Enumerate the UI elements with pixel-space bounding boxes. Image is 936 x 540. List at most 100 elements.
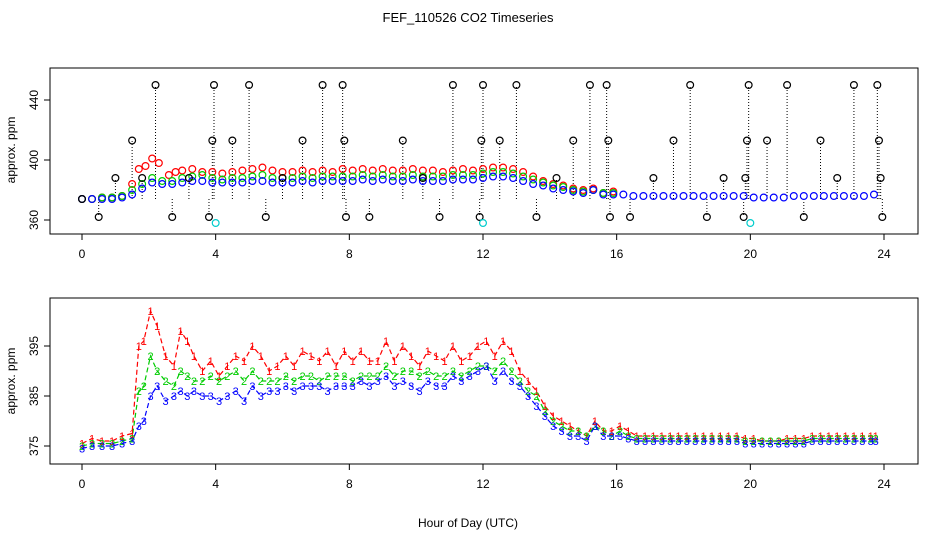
red-point bbox=[134, 165, 143, 174]
black-point bbox=[475, 213, 484, 222]
red-series-marker: 1 bbox=[119, 431, 125, 443]
red-series-marker: 1 bbox=[650, 431, 656, 443]
green-series-marker: 2 bbox=[558, 421, 564, 433]
green-series-marker: 2 bbox=[700, 434, 706, 446]
blue-series-marker: 3 bbox=[500, 366, 506, 378]
red-point bbox=[489, 163, 498, 172]
blue-series-marker: 3 bbox=[667, 436, 673, 448]
red-point bbox=[268, 166, 277, 175]
top-y-tick-label: 440 bbox=[27, 90, 41, 110]
green-series-marker: 2 bbox=[109, 439, 115, 451]
blue-series-line bbox=[81, 365, 876, 450]
red-series-marker: 1 bbox=[458, 356, 464, 368]
blue-series-marker: 3 bbox=[843, 436, 849, 448]
green-series-marker: 2 bbox=[233, 366, 239, 378]
green-point bbox=[479, 169, 488, 178]
green-series-marker: 2 bbox=[792, 436, 798, 448]
blue-series-marker: 3 bbox=[542, 411, 548, 423]
blue-series-marker: 3 bbox=[817, 436, 823, 448]
black-point bbox=[365, 213, 374, 222]
blue-point bbox=[789, 192, 798, 201]
blue-point bbox=[599, 190, 608, 199]
blue-series-marker: 3 bbox=[767, 439, 773, 451]
black-point bbox=[783, 80, 792, 89]
green-series-marker: 2 bbox=[575, 426, 581, 438]
green-series-marker: 2 bbox=[584, 431, 590, 443]
green-point bbox=[398, 172, 407, 181]
black-point bbox=[739, 213, 748, 222]
red-point bbox=[154, 159, 163, 168]
red-series-marker: 1 bbox=[592, 416, 598, 428]
red-series-marker: 1 bbox=[358, 346, 364, 358]
green-point bbox=[559, 183, 568, 192]
black-point bbox=[873, 80, 882, 89]
green-series-marker: 2 bbox=[308, 371, 314, 383]
green-series-marker: 2 bbox=[776, 436, 782, 448]
green-series-marker: 2 bbox=[868, 434, 874, 446]
blue-series-marker: 3 bbox=[458, 376, 464, 388]
green-series-marker: 2 bbox=[136, 386, 142, 398]
blue-series-marker: 3 bbox=[834, 436, 840, 448]
blue-point bbox=[559, 186, 568, 195]
red-point bbox=[378, 165, 387, 174]
red-point bbox=[238, 166, 247, 175]
green-series-marker: 2 bbox=[592, 421, 598, 433]
red-series-marker: 1 bbox=[109, 436, 115, 448]
red-series-marker: 1 bbox=[308, 351, 314, 363]
blue-series-marker: 3 bbox=[184, 391, 190, 403]
cyan-point bbox=[211, 219, 220, 228]
red-series-marker: 1 bbox=[450, 341, 456, 353]
green-point bbox=[428, 172, 437, 181]
red-series-marker: 1 bbox=[89, 434, 95, 446]
red-series-marker: 1 bbox=[801, 434, 807, 446]
green-series-marker: 2 bbox=[873, 434, 879, 446]
green-series-marker: 2 bbox=[751, 436, 757, 448]
green-point bbox=[529, 175, 538, 184]
red-series-marker: 1 bbox=[734, 431, 740, 443]
blue-series-marker: 3 bbox=[826, 436, 832, 448]
green-series-marker: 2 bbox=[659, 434, 665, 446]
black-point bbox=[338, 80, 347, 89]
red-series-marker: 1 bbox=[817, 431, 823, 443]
green-point bbox=[338, 172, 347, 181]
blue-point bbox=[238, 178, 247, 187]
black-point bbox=[532, 213, 541, 222]
blue-point bbox=[158, 180, 167, 189]
black-point bbox=[77, 195, 86, 204]
blue-point bbox=[699, 192, 708, 201]
green-series-marker: 2 bbox=[517, 376, 523, 388]
green-series-marker: 2 bbox=[241, 376, 247, 388]
top-panel: 0 4 8 12 16 20 24 360 400 440 approx. ppm bbox=[4, 67, 919, 261]
red-point bbox=[529, 172, 538, 181]
top-x-tick-label: 20 bbox=[744, 247, 758, 261]
black-point bbox=[495, 136, 504, 145]
green-series-marker: 2 bbox=[734, 434, 740, 446]
green-series-marker: 2 bbox=[525, 386, 531, 398]
top-x-tick-label: 16 bbox=[610, 247, 624, 261]
green-series-marker: 2 bbox=[350, 376, 356, 388]
green-point bbox=[168, 177, 177, 186]
green-point bbox=[358, 171, 367, 180]
blue-series-marker: 3 bbox=[191, 386, 197, 398]
red-series-marker: 1 bbox=[851, 431, 857, 443]
blue-series-marker: 3 bbox=[333, 381, 339, 393]
blue-series-marker: 3 bbox=[751, 439, 757, 451]
blue-point bbox=[178, 178, 187, 187]
black-point bbox=[649, 174, 658, 183]
blue-series-marker: 3 bbox=[350, 381, 356, 393]
blue-point bbox=[619, 190, 628, 199]
blue-series-marker: 3 bbox=[726, 436, 732, 448]
blue-series-marker: 3 bbox=[129, 436, 135, 448]
red-series-marker: 1 bbox=[147, 306, 153, 318]
green-series-marker: 2 bbox=[299, 371, 305, 383]
green-series-marker: 2 bbox=[475, 361, 481, 373]
blue-series-marker: 3 bbox=[675, 436, 681, 448]
green-point bbox=[388, 172, 397, 181]
bottom-y-tick-label: 385 bbox=[27, 386, 41, 406]
red-series-marker: 1 bbox=[162, 351, 168, 363]
top-y-tick-label: 360 bbox=[27, 210, 41, 230]
blue-point bbox=[729, 192, 738, 201]
green-series-marker: 2 bbox=[508, 366, 514, 378]
bottom-x-tick-label: 16 bbox=[610, 477, 624, 491]
blue-point bbox=[138, 184, 147, 193]
